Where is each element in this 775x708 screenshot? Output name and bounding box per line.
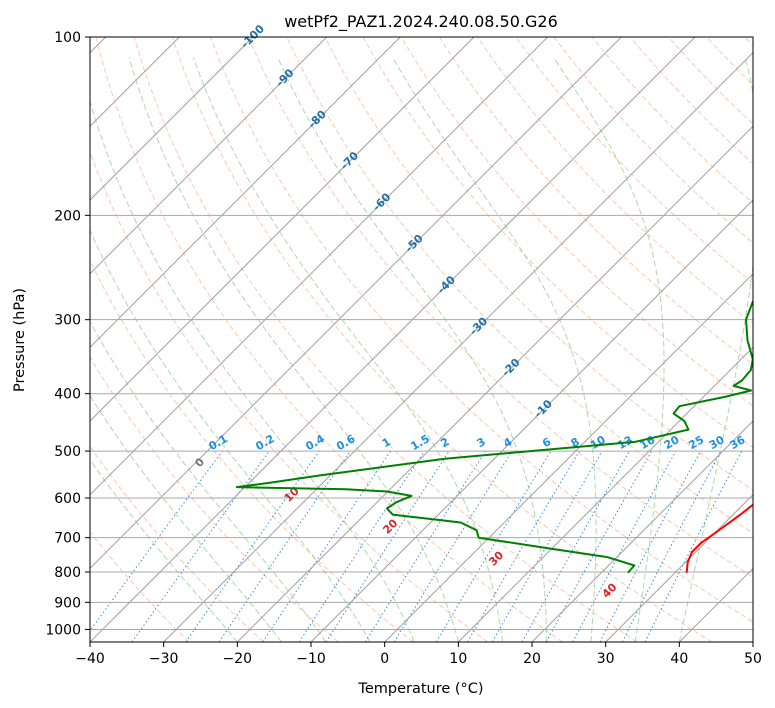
moist-adiabat-line	[90, 458, 238, 642]
dry-adiabat-line	[210, 37, 753, 623]
dry-adiabat-line	[591, 37, 753, 204]
background-lines	[90, 37, 753, 642]
x-axis-ticks: −40 −30 −20 −10 0 10 20 30 40 50	[75, 642, 762, 667]
dry-adiabat-line	[171, 37, 712, 642]
x-tick-label: −20	[223, 651, 253, 667]
moist-adiabat-line	[90, 394, 282, 642]
dry-adiabat-line	[90, 150, 488, 642]
y-tick-label: 500	[54, 444, 81, 460]
mixing-ratio-line	[90, 450, 223, 632]
mixing-ratio-line	[393, 450, 513, 642]
dry-adiabat-line	[90, 355, 339, 642]
mixing-ratio-line	[435, 450, 552, 642]
isotherm-line	[90, 37, 549, 496]
temperature-series-line	[685, 503, 753, 573]
chart-title: wetPf2_PAZ1.2024.240.08.50.G26	[284, 12, 558, 32]
isotherm-line	[605, 493, 753, 642]
mixing-ratio-line	[131, 450, 270, 642]
x-tick-label: −40	[75, 651, 105, 667]
isotherm-line	[90, 37, 328, 275]
moist-adiabat-line	[90, 228, 371, 642]
isotherm-line	[90, 37, 401, 349]
y-tick-label: 400	[54, 387, 81, 403]
dry-adiabat-line	[286, 37, 753, 534]
mixing-ratio-line	[467, 450, 580, 642]
y-tick-label: 100	[54, 30, 81, 46]
moist-adiabat-line	[192, 57, 503, 642]
y-tick-label: 700	[54, 531, 81, 547]
dry-adiabat-line	[400, 37, 753, 407]
profile-series	[235, 299, 753, 573]
y-tick-label: 800	[54, 565, 81, 581]
isotherm-line	[236, 125, 753, 642]
x-tick-label: 40	[670, 651, 688, 667]
y-axis-title: Pressure (hPa)	[12, 288, 28, 392]
dry-adiabat-line	[553, 37, 753, 244]
mixing-ratio-line	[364, 450, 486, 642]
isotherm-line	[90, 37, 254, 201]
pressure-gridlines	[90, 37, 753, 630]
isotherm-line	[310, 199, 753, 642]
y-tick-label: 200	[54, 208, 81, 224]
isotherm-line	[90, 37, 622, 570]
x-tick-label: 0	[380, 651, 389, 667]
y-tick-label: 900	[54, 595, 81, 611]
dry-adiabat-line	[438, 37, 753, 365]
dry-adiabat-line	[324, 37, 753, 491]
isotherm-line	[531, 420, 753, 642]
mixing-ratio-line	[521, 450, 630, 642]
isotherm-line	[90, 37, 475, 422]
moist-adiabat-line	[277, 57, 548, 642]
x-tick-label: 30	[597, 651, 615, 667]
mixing-ratio-line	[491, 450, 603, 642]
y-tick-label: 1000	[45, 622, 81, 638]
x-tick-label: 10	[449, 651, 467, 667]
moist-adiabat-line	[678, 57, 753, 642]
isotherm-line	[163, 51, 753, 642]
isotherm-line	[457, 346, 753, 642]
y-tick-label: 300	[54, 313, 81, 329]
moist-adiabat-line	[392, 57, 597, 642]
mixing-ratio-line	[218, 450, 351, 642]
isotherm-line	[90, 37, 696, 642]
plot-frame	[89, 36, 754, 643]
y-tick-label: 600	[54, 491, 81, 507]
mixing-ratio-line	[185, 450, 320, 642]
x-tick-label: 20	[523, 651, 541, 667]
moist-adiabat-line	[553, 57, 665, 642]
x-axis-title: Temperature (°C)	[357, 681, 483, 697]
dry-adiabat-line	[95, 37, 563, 642]
x-tick-label: 50	[744, 651, 762, 667]
dry-adiabat-line	[90, 531, 190, 642]
x-tick-label: −30	[149, 651, 179, 667]
isotherm-line	[384, 272, 753, 642]
dry-adiabat-line	[248, 37, 753, 578]
dewpoint-series-line	[235, 299, 753, 573]
y-axis-ticks: 100 200 300 400 500 600 700 800 900 1000	[45, 30, 90, 638]
dry-adiabat-line	[477, 37, 753, 325]
x-tick-label: −10	[296, 651, 326, 667]
mixing-ratio-line	[325, 450, 450, 642]
mixing-ratio-line	[572, 450, 677, 642]
dry-adiabat-line	[90, 259, 414, 642]
